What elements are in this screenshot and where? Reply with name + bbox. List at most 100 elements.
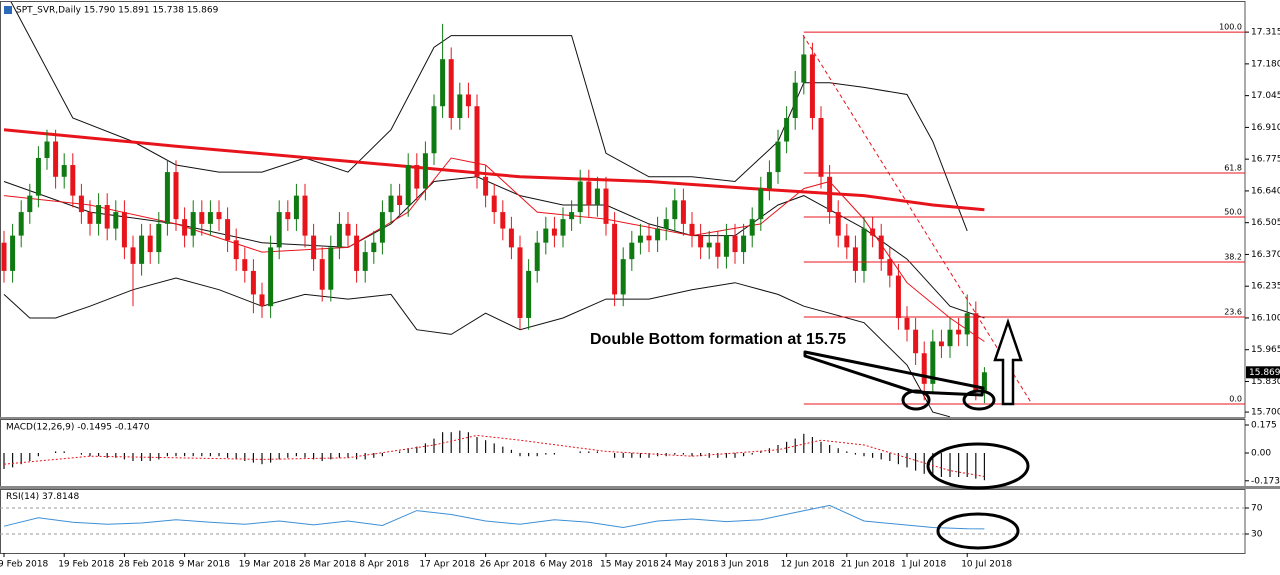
candle-body	[164, 172, 170, 224]
candle-body	[96, 205, 102, 224]
candle-body	[336, 223, 342, 248]
y-tick-label: 16.100	[1251, 313, 1280, 323]
candle-body	[104, 205, 110, 229]
y-tick-label: 16.505	[1251, 218, 1280, 228]
candle-body	[517, 247, 523, 318]
candle-body	[921, 353, 927, 384]
candle-body	[182, 219, 188, 236]
candle-body	[405, 165, 411, 206]
y-tick-label: 16.235	[1251, 282, 1280, 292]
x-tick-label: 9 Mar 2018	[179, 560, 231, 570]
candle-body	[861, 228, 867, 271]
x-tick-label: 3 Jun 2018	[720, 560, 769, 570]
candle-body	[44, 141, 50, 158]
candle-body	[500, 212, 506, 229]
candle-body	[440, 59, 446, 107]
candle-body	[672, 200, 678, 220]
panel-title: RSI(14) 37.8148	[6, 492, 79, 502]
y-tick-label: 15.965	[1251, 345, 1280, 355]
y-tick-label: 16.370	[1251, 250, 1280, 260]
candle-body	[414, 165, 420, 189]
candle-body	[577, 181, 583, 213]
candle-body	[491, 195, 497, 213]
candle-body	[147, 235, 153, 253]
x-tick-label: 9 Feb 2018	[0, 560, 49, 570]
candle-body	[904, 317, 910, 330]
candle-body	[53, 141, 59, 177]
panel	[0, 504, 1245, 535]
fib-label: 23.6	[1224, 308, 1242, 317]
candle-body	[268, 247, 274, 307]
candle-body	[483, 176, 489, 196]
candle-body	[70, 165, 76, 196]
candle-body	[844, 235, 850, 248]
candle-body	[827, 176, 833, 213]
y-tick-label: 16.640	[1251, 186, 1280, 196]
candle-body	[792, 82, 798, 118]
candle-body	[784, 117, 790, 142]
candle-body	[956, 329, 962, 335]
candle-body	[156, 223, 162, 253]
x-tick-label: 17 Apr 2018	[419, 560, 475, 570]
candle-body	[551, 228, 557, 236]
candle-body	[87, 212, 93, 224]
candle-body	[680, 200, 686, 224]
candle-body	[302, 195, 308, 236]
x-tick-label: 8 Apr 2018	[359, 560, 409, 570]
panel-separator	[0, 417, 1245, 420]
candle-body	[646, 235, 652, 241]
x-tick-label: 15 May 2018	[600, 560, 659, 570]
panel-title: MACD(12,26,9) -0.1495 -0.1470	[6, 423, 150, 433]
y-tick-label: 17.315	[1251, 28, 1280, 38]
candle-body	[508, 228, 514, 248]
candle-body	[663, 219, 669, 229]
x-tick-label: 6 May 2018	[540, 560, 593, 570]
candle-body	[973, 313, 979, 391]
candle-body	[465, 94, 471, 107]
y-tick-label: 16.775	[1251, 155, 1280, 165]
candle-body	[603, 188, 609, 224]
candle-body	[242, 259, 248, 271]
candle-body	[1, 242, 7, 271]
bottom-circle	[962, 389, 996, 411]
x-tick-label: 21 Jun 2018	[841, 560, 895, 570]
candle-body	[78, 195, 84, 213]
indicator-line	[3, 128, 985, 212]
candle-body	[913, 329, 919, 354]
macd-circle	[926, 442, 1030, 490]
candle-body	[852, 247, 858, 271]
fib-label: 50.0	[1224, 208, 1242, 217]
indicator-line	[3, 504, 985, 530]
y-tick-label: 17.180	[1251, 59, 1280, 69]
price-label: 15.869	[1249, 368, 1280, 378]
candle-body	[259, 294, 265, 307]
candle-body	[173, 172, 179, 220]
x-tick-label: 28 Feb 2018	[118, 560, 174, 570]
candle-body	[878, 235, 884, 260]
x-tick-label: 10 Jul 2018	[961, 560, 1012, 570]
candle-body	[818, 117, 824, 177]
candle-body	[809, 54, 815, 118]
x-tick-label: 24 May 2018	[660, 560, 719, 570]
candle-body	[543, 228, 549, 243]
candle-body	[560, 219, 566, 236]
candle-body	[285, 212, 291, 220]
candle-body	[938, 341, 944, 347]
candle-body	[930, 341, 936, 384]
x-tick-label: 12 Jun 2018	[781, 560, 835, 570]
candle-body	[354, 235, 360, 271]
fib-label: 100.0	[1219, 23, 1242, 32]
indicator-line	[10, 2, 968, 232]
y-tick-label: 17.045	[1251, 91, 1280, 101]
candle-body	[311, 235, 317, 260]
candle-body	[225, 219, 231, 241]
candle-body	[715, 242, 721, 257]
candle-body	[328, 247, 334, 290]
candle-body	[655, 228, 661, 241]
y-tick-label: 15.830	[1251, 377, 1280, 387]
candle-body	[457, 94, 463, 118]
candle-body	[637, 235, 643, 243]
candle-body	[526, 270, 532, 318]
